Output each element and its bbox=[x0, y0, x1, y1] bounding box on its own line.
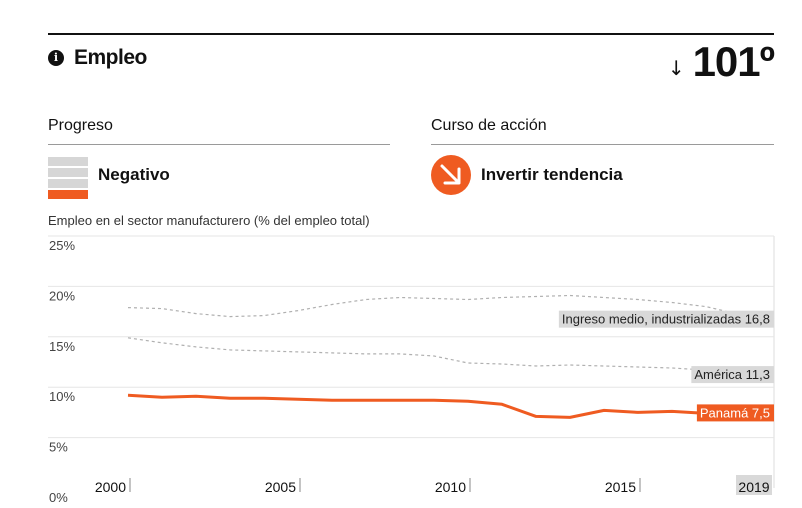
progress-status: Negativo bbox=[98, 165, 170, 184]
series-line bbox=[127, 294, 775, 320]
x-tick-highlight bbox=[736, 475, 772, 495]
rank-value: 101º bbox=[692, 38, 775, 85]
rank-display: ↓ 101º bbox=[667, 38, 775, 86]
progress-heading: Progreso bbox=[48, 117, 113, 134]
x-tick-label: 2010 bbox=[435, 479, 466, 495]
series-line bbox=[127, 393, 774, 419]
action-heading: Curso de acción bbox=[431, 117, 547, 134]
chart-title: Empleo en el sector manufacturero (% del… bbox=[48, 213, 370, 228]
progress-level-bars bbox=[48, 157, 88, 201]
y-tick-label: 20% bbox=[49, 288, 75, 303]
series-line bbox=[127, 337, 775, 375]
arrow-down-right-icon bbox=[431, 155, 471, 195]
series-end-label: Panamá 7,5 bbox=[700, 405, 770, 420]
y-tick-label: 10% bbox=[49, 389, 75, 404]
progress-rule bbox=[48, 144, 390, 145]
series-end-label-box bbox=[558, 310, 774, 328]
header-rule bbox=[48, 33, 774, 35]
page-title: Empleo bbox=[74, 46, 147, 69]
progress-level-bar-3 bbox=[48, 168, 88, 177]
action-text: Invertir tendencia bbox=[481, 165, 623, 184]
series-end-label: América 11,3 bbox=[694, 367, 770, 382]
y-tick-label: 25% bbox=[49, 238, 75, 253]
action-rule bbox=[431, 144, 774, 145]
y-tick-label: 5% bbox=[49, 440, 68, 455]
y-tick-label: 0% bbox=[49, 490, 68, 505]
progress-level-bar-4 bbox=[48, 157, 88, 166]
progress-level-bar-2 bbox=[48, 179, 88, 188]
progress-level-bar-1 bbox=[48, 190, 88, 199]
x-tick-label: 2019 bbox=[738, 479, 769, 495]
x-tick-label: 2000 bbox=[95, 479, 126, 495]
page-title-group: i Empleo bbox=[48, 44, 147, 72]
arrow-down-icon: ↓ bbox=[667, 56, 685, 80]
series-end-label-box bbox=[691, 366, 774, 384]
y-tick-label: 15% bbox=[49, 339, 75, 354]
info-icon[interactable]: i bbox=[48, 50, 64, 66]
series-end-label-box bbox=[696, 404, 774, 422]
x-tick-label: 2015 bbox=[605, 479, 636, 495]
series-end-label: Ingreso medio, industrializadas 16,8 bbox=[562, 312, 770, 327]
x-tick-label: 2005 bbox=[265, 479, 296, 495]
